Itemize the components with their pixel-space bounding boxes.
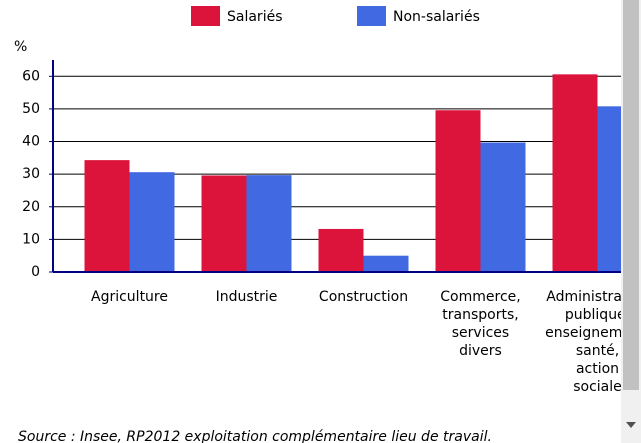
bar	[552, 74, 598, 272]
scrollbar-thumb[interactable]	[623, 0, 639, 390]
x-tick-label-line: santé,	[576, 343, 619, 359]
legend-label: Salariés	[227, 9, 283, 25]
y-axis-label: %	[14, 39, 27, 55]
x-tick-label-line: Commerce,	[440, 289, 520, 305]
x-tick-label-line: action	[576, 361, 619, 377]
legend-swatch	[357, 6, 386, 26]
y-tick-label: 60	[22, 68, 40, 84]
x-tick-label-line: divers	[459, 343, 502, 359]
y-tick-label: 30	[22, 166, 40, 182]
x-tick-label: Construction	[319, 289, 408, 305]
y-tick-label: 0	[31, 264, 40, 280]
x-tick-label-line: enseignement,	[545, 325, 641, 341]
x-tick-label-line: services	[452, 325, 509, 341]
x-tick-label-line: sociale	[573, 379, 622, 395]
bar	[480, 142, 526, 272]
y-tick-label: 20	[22, 199, 40, 215]
bar	[435, 110, 481, 272]
x-tick-label-line: Construction	[319, 289, 408, 305]
bar	[201, 175, 247, 272]
x-tick-label: Administration publique, enseignement, sant…	[545, 289, 641, 395]
source: Source : Insee, RP2012 exploitation comp…	[18, 429, 492, 443]
x-tick-label-line: Agriculture	[91, 289, 168, 305]
y-tick-label: 40	[22, 134, 40, 150]
bar	[129, 172, 175, 272]
x-tick-label: Industrie	[216, 289, 278, 305]
scroll-down-arrow[interactable]	[626, 422, 636, 428]
legend-label: Non-salariés	[393, 9, 480, 25]
x-tick-label: Agriculture	[91, 289, 168, 305]
x-tick-label-line: publique,	[565, 307, 630, 323]
bar	[246, 175, 292, 272]
y-tick-label: 10	[22, 231, 40, 247]
x-tick-label: Commerce, transports, services divers	[440, 289, 520, 359]
bar	[318, 228, 364, 272]
bar	[363, 255, 409, 272]
x-tick-label-line: transports,	[442, 307, 518, 323]
x-tick-label-line: Administration	[546, 289, 641, 305]
y-tick-label: 50	[22, 101, 40, 117]
bar	[84, 160, 130, 272]
x-tick-label-line: Industrie	[216, 289, 278, 305]
legend-swatch	[191, 6, 220, 26]
